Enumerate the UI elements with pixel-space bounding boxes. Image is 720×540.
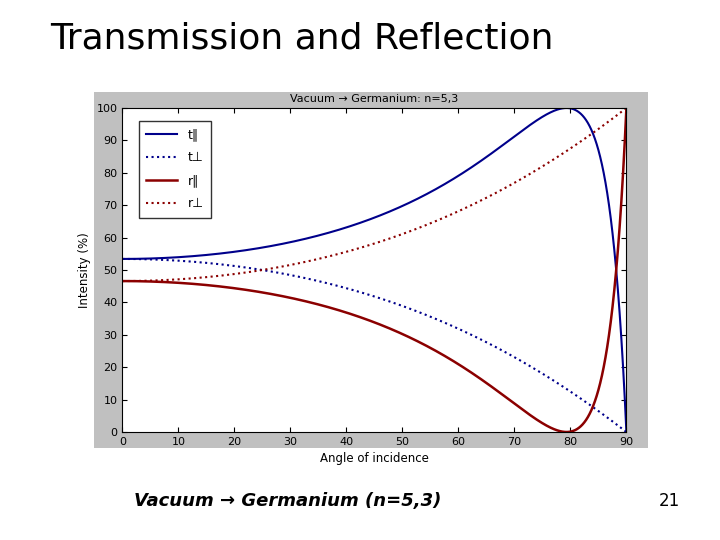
Text: 21: 21 <box>659 492 680 510</box>
Y-axis label: Intensity (%): Intensity (%) <box>78 232 91 308</box>
X-axis label: Angle of incidence: Angle of incidence <box>320 453 429 465</box>
Text: Vacuum → Germanium (n=5,3): Vacuum → Germanium (n=5,3) <box>135 492 441 510</box>
Legend: t∥, t⊥, r∥, r⊥: t∥, t⊥, r∥, r⊥ <box>139 121 211 218</box>
Text: Transmission and Reflection: Transmission and Reflection <box>50 22 554 56</box>
Title: Vacuum → Germanium: n=5,3: Vacuum → Germanium: n=5,3 <box>290 94 459 104</box>
